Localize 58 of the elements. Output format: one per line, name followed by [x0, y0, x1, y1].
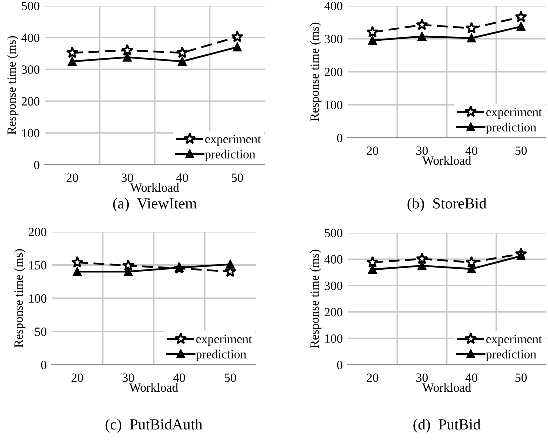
x-tick-label: 30 [416, 374, 428, 382]
x-tick-label: 30 [416, 146, 428, 156]
y-axis-title: Response time (ms) [310, 22, 322, 122]
y-tick-label: 200 [324, 68, 343, 76]
legend-label: prediction [486, 350, 537, 362]
y-tick-label: 200 [22, 97, 40, 106]
y-tick-label: 500 [325, 229, 343, 238]
legend-label: prediction [205, 150, 256, 162]
legend-label: experiment [196, 335, 252, 346]
x-tick-label: 20 [72, 374, 84, 382]
y-tick-label: 100 [29, 294, 47, 303]
x-axis-title: Workload [130, 383, 178, 392]
legend-label: experiment [486, 108, 542, 120]
y-tick-label: 400 [324, 255, 343, 264]
x-tick-label: 30 [122, 374, 134, 382]
x-tick-label: 40 [466, 146, 478, 156]
x-axis-title: Workload [422, 383, 472, 392]
y-tick-label: 300 [324, 282, 343, 290]
y-axis-title: Response time (ms) [7, 36, 19, 135]
y-axis-title: Response time (ms) [310, 250, 322, 348]
y-tick-label: 500 [22, 2, 40, 10]
text: (d) PutBid [414, 419, 481, 433]
y-tick-label: 0 [41, 361, 47, 370]
x-tick-label: 40 [466, 374, 478, 382]
text: (c) PutBidAuth [106, 419, 203, 433]
x-tick-label: 50 [232, 174, 244, 182]
x-tick-label: 30 [122, 174, 134, 182]
y-tick-label: 0 [34, 161, 40, 170]
x-tick-label: 20 [66, 174, 78, 182]
x-tick-label: 20 [367, 146, 379, 156]
text: (b) StoreBid [408, 198, 487, 212]
y-tick-label: 100 [325, 334, 343, 344]
y-axis-title: Response time (ms) [14, 249, 26, 348]
y-tick-label: 100 [22, 129, 40, 138]
y-tick-label: 100 [325, 101, 343, 110]
y-tick-label: 300 [22, 66, 40, 74]
legend-label: experiment [486, 335, 542, 346]
x-tick-label: 40 [176, 174, 188, 182]
y-tick-label: 50 [35, 328, 47, 336]
x-axis-title: Workload [422, 156, 472, 166]
legend-label: prediction [486, 122, 537, 134]
y-tick-label: 400 [324, 2, 343, 10]
legend-label: experiment [206, 135, 262, 146]
y-tick-label: 150 [29, 261, 47, 270]
legend-label: prediction [196, 350, 247, 362]
text: (a) ViewItem [113, 198, 198, 212]
y-tick-label: 0 [337, 361, 343, 370]
y-tick-label: 300 [324, 35, 343, 44]
y-tick-label: 0 [337, 134, 343, 142]
y-tick-label: 400 [22, 34, 40, 42]
x-tick-label: 50 [516, 146, 528, 156]
x-tick-label: 50 [224, 374, 236, 382]
x-tick-label: 40 [173, 374, 186, 382]
y-tick-label: 200 [324, 308, 343, 317]
y-tick-label: 200 [28, 228, 47, 236]
x-tick-label: 20 [367, 374, 379, 382]
x-tick-label: 50 [516, 374, 528, 382]
x-axis-title: Workload [130, 183, 180, 192]
